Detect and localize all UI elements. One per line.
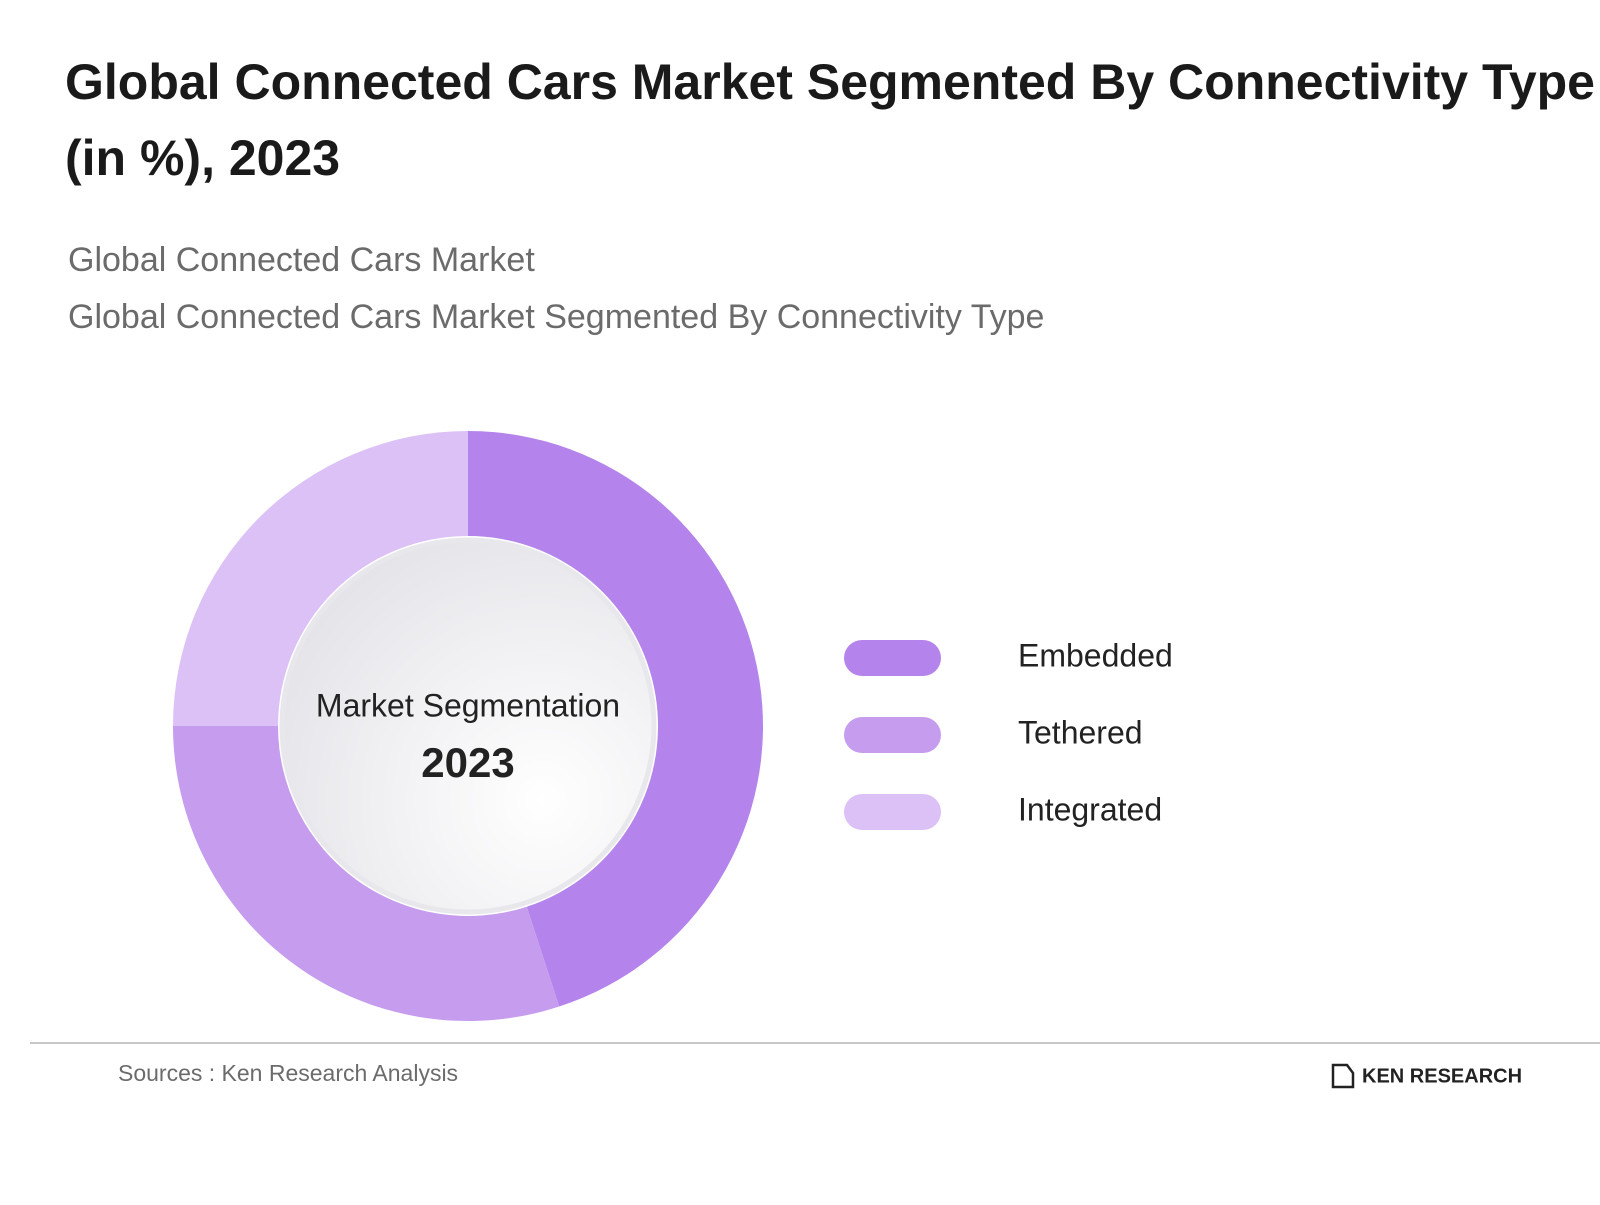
title-line: (in %), 2023 <box>65 130 340 186</box>
legend: Embedded Tethered Integrated <box>844 637 1173 830</box>
subtitle: Global Connected Cars Market <box>68 241 535 279</box>
donut-slice <box>468 431 763 1007</box>
donut <box>172 431 763 1022</box>
legend-label: Embedded <box>1018 637 1173 673</box>
source: Sources : Ken Research Analysis <box>118 1060 458 1086</box>
donut-center <box>279 537 657 915</box>
legend-swatch <box>844 717 941 753</box>
center-year: 2023 <box>421 739 514 786</box>
subtitle: Global Connected Cars Market Segmented B… <box>68 298 1044 336</box>
donut-slice <box>173 431 468 726</box>
legend-swatch <box>844 794 941 830</box>
title-line: Global Connected Cars Market Segmented B… <box>65 54 1595 110</box>
legend-swatch <box>844 640 941 676</box>
legend-label: Tethered <box>1018 714 1143 750</box>
legend-label: Integrated <box>1018 791 1162 827</box>
center-label: Market Segmentation <box>316 687 620 723</box>
chart-title: Global Connected Cars Market Segmented B… <box>65 54 1600 186</box>
donut-slice <box>172 726 560 1022</box>
brand-logo <box>1331 1063 1355 1089</box>
brand: KEN RESEARCH <box>1362 1065 1522 1087</box>
